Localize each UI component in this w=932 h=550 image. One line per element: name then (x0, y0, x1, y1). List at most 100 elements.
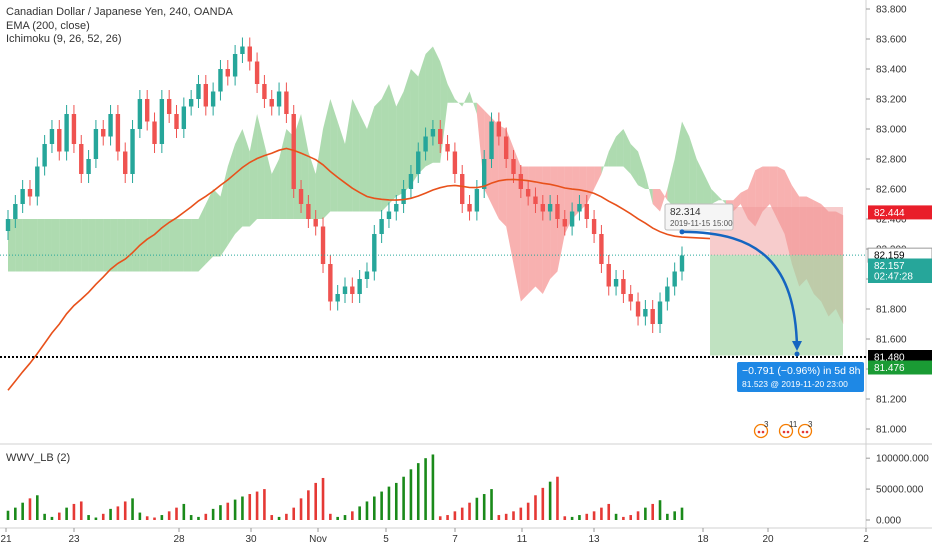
candle (93, 120, 99, 168)
price-tick-label: 83.600 (876, 35, 907, 46)
result-label-box[interactable] (737, 362, 864, 392)
candle-body (562, 219, 567, 227)
candle (474, 180, 480, 221)
projection-end-dot[interactable] (794, 351, 800, 357)
price-tick-label: 83.800 (876, 5, 907, 16)
candle (108, 105, 113, 146)
candle-body (577, 204, 582, 212)
candle (247, 37, 252, 71)
cloud-segment (535, 166, 543, 294)
volume-bar (673, 511, 676, 520)
candle (643, 300, 648, 326)
candle (71, 105, 77, 153)
cloud-segment (44, 219, 52, 272)
ichimoku-legend[interactable]: Ichimoku (9, 26, 52, 26) (6, 33, 122, 45)
volume-bar (87, 515, 90, 520)
volume-tick-label: 50000.000 (876, 485, 924, 496)
symbol-title[interactable]: Canadian Dollar / Japanese Yen, 240, OAN… (6, 6, 233, 18)
volume-bar (592, 511, 596, 520)
chart-legend[interactable]: Canadian Dollar / Japanese Yen, 240, OAN… (6, 6, 233, 47)
candle-body (188, 99, 194, 107)
cloud-segment (674, 121, 682, 208)
candle-body (123, 151, 128, 174)
cloud-segment (432, 46, 441, 163)
candle-body (181, 106, 187, 129)
candle-body (20, 189, 25, 204)
cloud-segment (660, 189, 668, 212)
cloud-segment (630, 144, 639, 186)
candle-body (679, 255, 685, 272)
projection-arrow[interactable] (681, 230, 799, 348)
event-marker-icon[interactable]: 3 (753, 420, 770, 439)
price-badge (868, 360, 932, 375)
cloud-segment (337, 121, 345, 212)
cloud-segment (542, 166, 551, 294)
volume-bar (556, 476, 559, 520)
event-markers[interactable]: 3 11 3 (753, 420, 814, 439)
volume-bar (468, 502, 471, 520)
candle (481, 150, 487, 198)
candle (86, 150, 91, 183)
cloud-segment (403, 69, 411, 193)
cloud-segment (110, 219, 118, 272)
candle-body (137, 99, 143, 129)
candle-body (503, 136, 509, 159)
volume-legend[interactable]: WWV_LB (2) (6, 452, 71, 464)
candle-body (240, 46, 245, 54)
candle (335, 285, 340, 311)
candle (460, 165, 465, 213)
candle (284, 82, 289, 123)
volume-bar (600, 507, 603, 520)
candle (416, 142, 421, 183)
time-tick-label: 2 (863, 534, 869, 545)
cloud-segment (396, 91, 404, 197)
volume-bar (680, 507, 684, 520)
volume-bar (519, 507, 523, 520)
candle-body (174, 114, 179, 129)
candle (635, 292, 641, 326)
candle (613, 270, 619, 296)
event-circle (778, 423, 794, 439)
event-marker-icon[interactable]: 11 (778, 420, 798, 439)
cloud-segment (528, 166, 536, 294)
target-zone[interactable] (710, 255, 843, 356)
volume-bar (570, 516, 574, 520)
candle-body (452, 151, 458, 174)
volume-bar (307, 490, 310, 520)
time-tick-label: 5 (383, 534, 389, 545)
candle (547, 195, 553, 221)
candle (503, 127, 509, 168)
volume-bar (424, 458, 427, 520)
time-tick-label: 30 (245, 534, 257, 545)
candle-body (276, 91, 282, 107)
cloud-segment (205, 189, 214, 264)
price-tick-label: 81.800 (876, 305, 907, 316)
candle-body (672, 271, 677, 287)
price-badge (868, 205, 932, 220)
candle (20, 180, 25, 213)
volume-bar (534, 495, 537, 520)
volume-bar (629, 515, 633, 520)
candle-body (372, 234, 377, 272)
candle (203, 75, 209, 116)
event-marker-icon[interactable]: 3 (797, 420, 814, 439)
volume-bar (409, 469, 413, 520)
candle-body (79, 144, 84, 174)
volume-bar (482, 494, 486, 520)
candle (328, 255, 333, 311)
cloud-segment (594, 166, 602, 189)
candle-body (144, 99, 150, 122)
event-dot (782, 430, 786, 434)
volume-bar (233, 499, 237, 520)
volume-bar (138, 512, 142, 520)
start-price-label: 82.314 (670, 207, 701, 218)
ema-legend[interactable]: EMA (200, close) (6, 19, 90, 32)
candle (525, 180, 531, 206)
cloud-segment (161, 219, 170, 272)
volume-bar (263, 489, 266, 520)
volume-bar (394, 482, 398, 520)
candle (306, 195, 311, 228)
